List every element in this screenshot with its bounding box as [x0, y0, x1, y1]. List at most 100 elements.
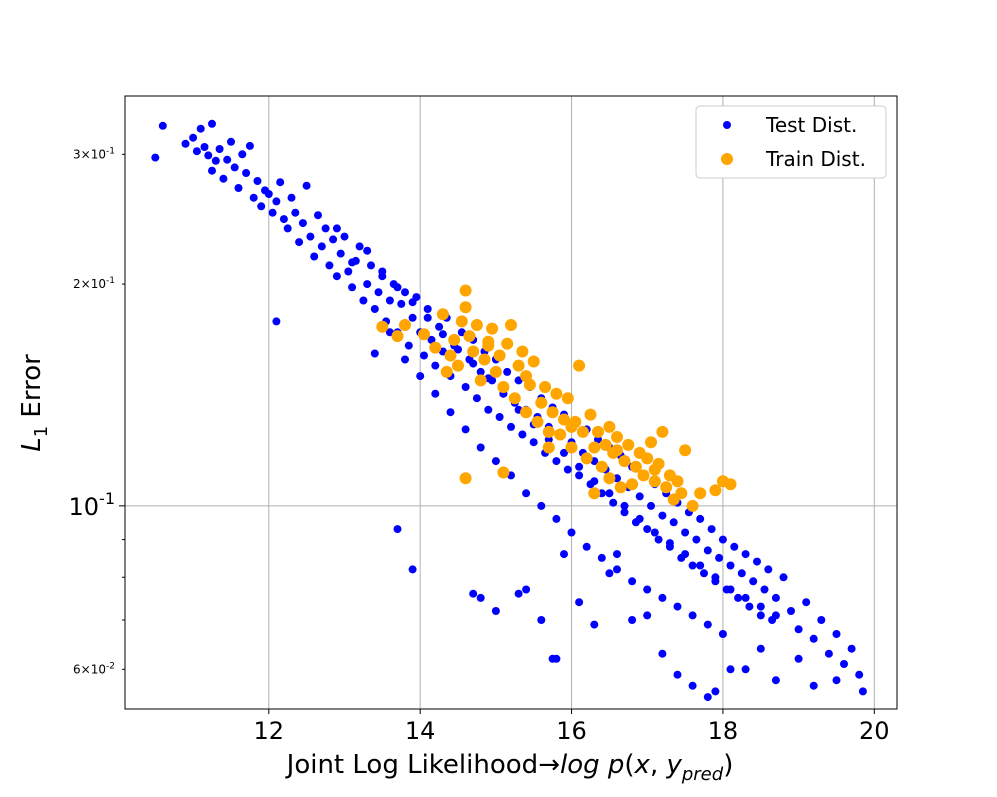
test-dist-point	[491, 457, 500, 466]
train-dist-point	[603, 472, 616, 485]
test-dist-point	[257, 202, 266, 211]
test-dist-point	[560, 550, 568, 559]
test-dist-point	[476, 593, 485, 602]
train-dist-point	[440, 365, 453, 378]
test-dist-point	[472, 394, 481, 403]
y-tick-label: 6×10-2	[73, 661, 115, 676]
test-dist-point	[158, 121, 167, 130]
test-dist-point	[681, 550, 690, 559]
train-dist-point	[558, 413, 570, 426]
test-dist-point	[242, 169, 251, 177]
test-dist-point	[847, 644, 856, 653]
train-dist-point	[470, 319, 483, 331]
test-dist-point	[643, 585, 652, 594]
test-dist-point	[696, 561, 705, 570]
train-dist-point	[641, 452, 654, 465]
train-dist-point	[588, 441, 601, 454]
test-dist-point	[393, 283, 402, 292]
test-dist-point	[734, 593, 743, 602]
train-dist-point	[418, 328, 430, 341]
test-dist-point	[238, 150, 247, 159]
test-dist-point	[643, 525, 652, 534]
train-dist-point	[527, 355, 540, 368]
test-dist-point	[223, 155, 232, 164]
train-dist-point	[724, 478, 737, 491]
test-dist-point	[737, 569, 746, 578]
test-dist-point	[635, 514, 644, 523]
test-dist-point	[393, 525, 402, 534]
test-dist-point	[370, 349, 379, 358]
test-dist-point	[756, 644, 765, 653]
test-dist-point	[609, 498, 618, 507]
test-dist-point	[575, 598, 584, 607]
train-dist-point	[512, 359, 525, 372]
test-dist-point	[476, 443, 485, 452]
test-dist-point	[594, 435, 602, 444]
train-dist-point	[391, 330, 404, 343]
test-dist-point	[658, 593, 667, 602]
train-dist-point	[675, 487, 688, 500]
test-dist-point	[435, 322, 444, 331]
test-dist-point	[518, 430, 527, 439]
test-dist-point	[658, 649, 667, 658]
train-dist-point	[637, 469, 650, 482]
test-dist-point	[423, 305, 432, 313]
test-dist-point	[673, 602, 682, 611]
test-dist-point	[279, 215, 288, 224]
train-dist-point	[429, 341, 442, 354]
test-dist-point	[215, 145, 224, 153]
train-dist-point	[550, 387, 563, 400]
train-dist-point	[542, 441, 555, 454]
test-dist-point	[692, 535, 701, 544]
test-dist-point	[832, 630, 841, 638]
test-dist-point	[522, 489, 531, 498]
test-dist-point	[753, 557, 761, 566]
test-dist-point	[219, 174, 228, 183]
test-dist-point	[771, 593, 780, 602]
test-dist-point	[431, 389, 440, 398]
train-dist-point	[656, 425, 669, 438]
test-dist-point	[476, 367, 485, 376]
test-dist-point	[211, 156, 220, 165]
train-dist-point	[618, 455, 631, 468]
test-dist-point	[287, 193, 296, 202]
train-dist-point	[565, 420, 578, 433]
test-dist-point	[249, 193, 258, 202]
test-dist-point	[385, 296, 394, 305]
test-dist-point	[628, 577, 637, 586]
train-dist-point	[611, 444, 623, 457]
test-dist-point	[374, 288, 383, 297]
test-dist-point	[552, 514, 561, 523]
x-tick-label: 20	[859, 717, 890, 745]
test-dist-point	[696, 514, 705, 523]
train-dist-point	[611, 431, 623, 443]
test-dist-point	[669, 518, 678, 527]
legend-box	[695, 105, 887, 179]
test-dist-point	[291, 208, 300, 217]
legend-marker-test	[723, 121, 731, 129]
test-dist-point	[503, 367, 512, 376]
test-dist-point	[715, 553, 724, 562]
test-dist-point	[726, 585, 735, 594]
train-dist-point	[561, 392, 574, 405]
test-dist-point	[454, 345, 462, 354]
train-dist-point	[448, 333, 461, 346]
test-dist-point	[703, 620, 712, 629]
test-dist-point	[446, 408, 455, 417]
test-dist-point	[613, 565, 621, 574]
train-dist-point	[505, 319, 517, 331]
y-axis-title: L1 Error	[17, 354, 52, 452]
train-dist-point	[444, 349, 457, 362]
test-dist-point	[469, 359, 478, 368]
test-dist-point	[575, 462, 584, 471]
test-dist-point	[529, 438, 538, 447]
test-dist-point	[620, 508, 629, 517]
test-dist-point	[276, 178, 285, 187]
x-tick-label: 14	[405, 717, 436, 745]
test-dist-point	[189, 133, 198, 142]
test-dist-point	[469, 589, 478, 598]
test-dist-point	[192, 147, 201, 156]
train-dist-point	[489, 365, 502, 378]
test-dist-point	[302, 181, 311, 190]
